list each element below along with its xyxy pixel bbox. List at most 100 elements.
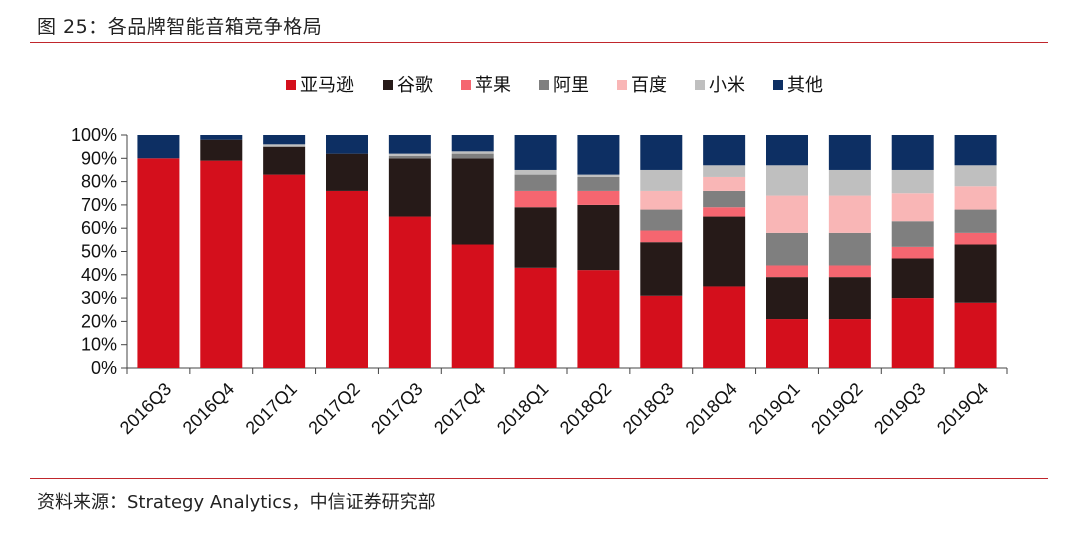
- legend: 亚马逊 谷歌 苹果 阿里 百度 小米 其他: [286, 75, 823, 96]
- bar-segment-2019Q4-s6: [954, 135, 997, 166]
- bar-segment-2018Q1-s2: [514, 190, 557, 208]
- bar-segment-2018Q4-s4: [703, 176, 746, 191]
- bar-segment-2018Q2-s0: [577, 270, 620, 368]
- legend-item-s0: 亚马逊: [286, 75, 354, 96]
- bar-segment-2019Q3-s5: [891, 169, 934, 194]
- bar-segment-2016Q4-s6: [200, 135, 243, 140]
- bar-segment-2018Q2-s5: [577, 174, 620, 177]
- legend-swatch: [461, 80, 471, 90]
- bar-stack-2019Q2: [828, 135, 871, 368]
- y-tick-label: 20%: [81, 311, 117, 331]
- bar-segment-2019Q1-s2: [766, 265, 808, 278]
- x-tick-label: 2019Q4: [933, 379, 992, 438]
- bar-segment-2017Q3-s1: [388, 158, 431, 217]
- bar-segment-2018Q4-s2: [703, 207, 746, 217]
- bar-segment-2019Q4-s2: [954, 232, 997, 245]
- legend-label: 亚马逊: [300, 75, 354, 96]
- bar-segment-2018Q3-s0: [640, 295, 683, 368]
- legend-swatch: [539, 80, 549, 90]
- bar-stack-2017Q3: [388, 135, 431, 368]
- bar-segment-2019Q3-s6: [891, 135, 934, 170]
- legend-label: 阿里: [553, 75, 589, 96]
- legend-swatch: [695, 80, 705, 90]
- bar-stack-2016Q3: [137, 135, 180, 368]
- x-tick-label: 2018Q2: [556, 379, 615, 438]
- bar-segment-2017Q2-s6: [326, 135, 368, 154]
- legend-item-s3: 阿里: [539, 75, 589, 96]
- bar-segment-2019Q2-s0: [828, 319, 871, 368]
- bar-segment-2018Q3-s1: [640, 242, 683, 296]
- bar-stack-2016Q4: [200, 135, 243, 368]
- legend-item-s6: 其他: [773, 75, 823, 96]
- bar-segment-2019Q4-s3: [954, 209, 997, 233]
- bar-segment-2019Q2-s3: [828, 232, 871, 266]
- bar-segment-2019Q2-s5: [828, 169, 871, 196]
- stacked-bar-chart: 亚马逊 谷歌 苹果 阿里 百度 小米 其他 0% 10% 20% 30% 40% 50% 60% 70% 8…: [71, 75, 1008, 438]
- legend-label: 谷歌: [397, 75, 433, 96]
- bar-segment-2019Q2-s2: [828, 265, 871, 278]
- bar-segment-2018Q4-s3: [703, 190, 746, 208]
- y-tick-label: 10%: [81, 335, 117, 355]
- bars: [137, 135, 997, 368]
- legend-label: 其他: [787, 75, 823, 96]
- bar-segment-2019Q3-s2: [891, 246, 934, 259]
- bar-segment-2018Q4-s6: [703, 135, 746, 166]
- bar-stack-2017Q1: [263, 135, 306, 368]
- legend-label: 百度: [631, 75, 667, 96]
- bar-segment-2017Q1-s0: [263, 174, 306, 368]
- bar-segment-2017Q2-s1: [326, 153, 368, 191]
- bar-segment-2018Q3-s4: [640, 190, 683, 210]
- x-tick-label: 2019Q2: [807, 379, 866, 438]
- bar-segment-2019Q2-s1: [828, 277, 871, 320]
- legend-label: 小米: [709, 75, 745, 96]
- bar-segment-2018Q4-s5: [703, 165, 746, 177]
- x-tick-label: 2018Q4: [682, 379, 741, 438]
- bar-segment-2017Q4-s1: [451, 158, 494, 245]
- bar-segment-2018Q1-s3: [514, 174, 557, 191]
- bar-stack-2018Q1: [514, 135, 557, 368]
- legend-swatch: [383, 80, 393, 90]
- bar-segment-2017Q3-s3: [388, 155, 431, 159]
- bar-segment-2016Q3-s0: [137, 158, 180, 368]
- legend-item-s1: 谷歌: [383, 75, 433, 96]
- bar-segment-2017Q4-s0: [451, 244, 494, 368]
- bar-segment-2019Q4-s1: [954, 244, 997, 303]
- bar-segment-2019Q2-s6: [828, 135, 871, 170]
- bar-segment-2018Q4-s0: [703, 286, 746, 368]
- legend-swatch: [617, 80, 627, 90]
- bar-segment-2019Q1-s0: [766, 319, 808, 368]
- bar-segment-2019Q2-s4: [828, 195, 871, 233]
- bar-stack-2019Q3: [891, 135, 934, 368]
- bar-segment-2018Q3-s2: [640, 230, 683, 243]
- bar-segment-2018Q2-s2: [577, 190, 620, 205]
- bar-segment-2017Q3-s5: [388, 153, 431, 156]
- legend-label: 苹果: [475, 75, 511, 96]
- y-tick-label: 80%: [81, 172, 117, 192]
- x-tick-label: 2017Q3: [367, 379, 426, 438]
- bar-segment-2019Q3-s3: [891, 221, 934, 247]
- bar-stack-2018Q4: [703, 135, 746, 368]
- bar-segment-2019Q3-s0: [891, 298, 934, 368]
- axes: 0% 10% 20% 30% 40% 50% 60% 70% 80% 90% 100%: [71, 125, 1008, 378]
- bar-segment-2017Q3-s0: [388, 216, 431, 368]
- x-tick-label: 2019Q1: [744, 379, 803, 438]
- figure-title: 图 25：各品牌智能音箱竞争格局: [37, 16, 323, 38]
- x-tick-label: 2017Q2: [304, 379, 363, 438]
- x-tick-labels: 2016Q3 2016Q4 2017Q1 2017Q2 2017Q3 2017Q4 2018…: [116, 379, 993, 438]
- bar-segment-2016Q3-s6: [137, 135, 180, 159]
- bar-segment-2019Q3-s1: [891, 258, 934, 299]
- bar-segment-2019Q1-s6: [766, 135, 808, 166]
- bar-segment-2016Q4-s0: [200, 160, 243, 368]
- x-tick-label: 2018Q1: [493, 379, 552, 438]
- source-divider: [30, 478, 1048, 479]
- x-tick-label: 2016Q4: [179, 379, 238, 438]
- bar-segment-2018Q2-s1: [577, 204, 620, 271]
- y-tick-label: 60%: [81, 218, 117, 238]
- legend-item-s5: 小米: [695, 75, 745, 96]
- legend-swatch: [773, 80, 783, 90]
- legend-item-s2: 苹果: [461, 75, 511, 96]
- legend-item-s4: 百度: [617, 75, 667, 96]
- bar-segment-2017Q1-s5: [263, 144, 306, 147]
- bar-stack-2018Q3: [640, 135, 683, 368]
- legend-swatch: [286, 80, 296, 90]
